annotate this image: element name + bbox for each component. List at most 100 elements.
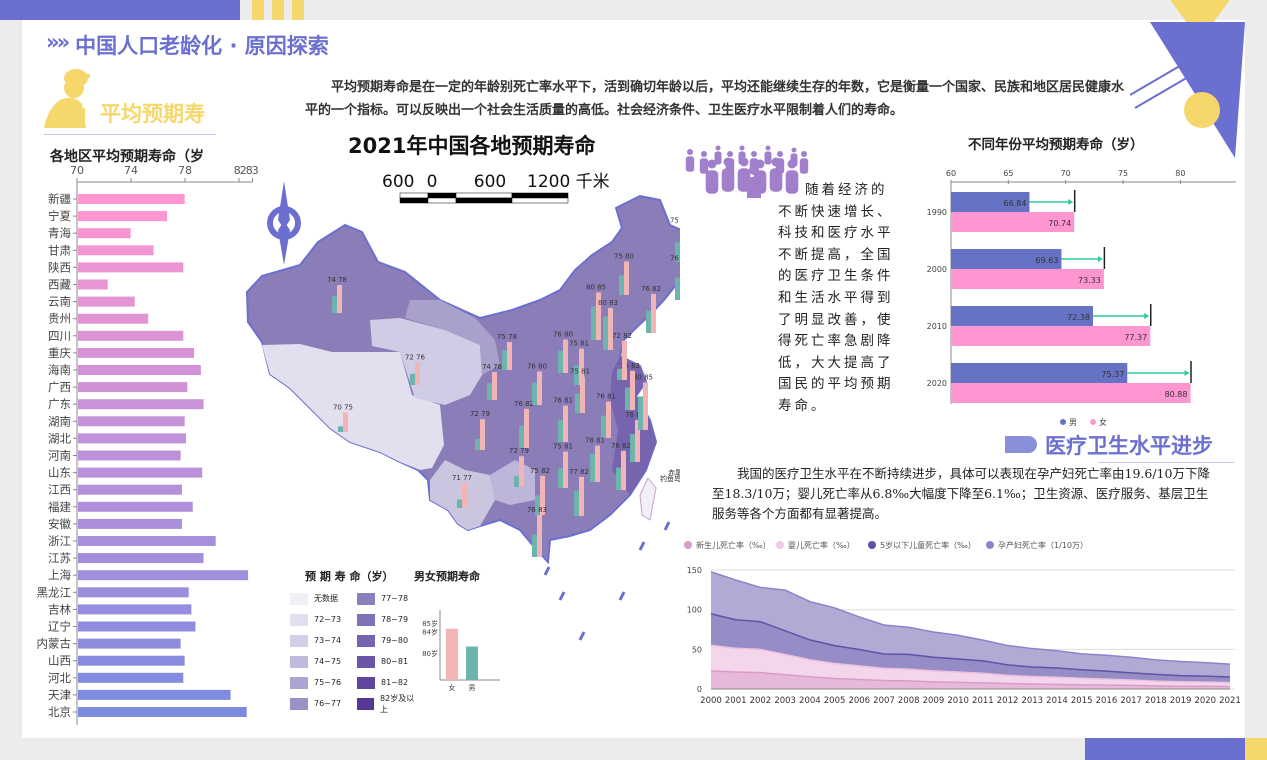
- bar: [78, 518, 182, 529]
- person-icon: [785, 159, 799, 194]
- bar: [78, 228, 131, 239]
- person-icon: [699, 151, 709, 174]
- female-bar: [579, 476, 584, 516]
- x-tick-label: 2006: [848, 696, 870, 706]
- year-chart-title: 不同年份平均预期寿命（岁）: [968, 137, 1144, 153]
- x-tick-label: 2001: [725, 696, 747, 706]
- legend-swatch: [290, 592, 308, 605]
- bar: [78, 382, 188, 393]
- x-tick-label: 2007: [873, 696, 895, 706]
- person-head: [727, 151, 733, 157]
- legend-label: 婴儿死亡率（‰）: [788, 540, 855, 550]
- bar: [78, 570, 249, 581]
- page-title: 中国人口老龄化 · 原因探索: [75, 34, 329, 58]
- category-label: 河北: [48, 671, 71, 685]
- bar-value-label: 76 82: [514, 400, 534, 408]
- deco-yellow-bar: [272, 0, 284, 20]
- category-label: 宁夏: [48, 209, 71, 223]
- category-label: 浙江: [48, 534, 71, 548]
- scale-bar: [455, 197, 513, 204]
- person-icon: [685, 149, 695, 172]
- male-bar: [951, 363, 1128, 383]
- person-head: [687, 149, 693, 155]
- legend-label: 5岁以下儿童死亡率（‰）: [880, 540, 976, 550]
- legend-item: 81~82: [357, 672, 420, 693]
- bar-value-label: 75 82: [530, 467, 550, 475]
- map-title: 2021年中国各地预期寿命: [348, 134, 596, 158]
- female-bar: [519, 456, 524, 487]
- category-label: 2000: [927, 265, 947, 274]
- male-bar: [410, 373, 415, 385]
- scale-label: 0: [427, 172, 438, 192]
- bar-value-label: 71 77: [452, 474, 472, 482]
- x-tick-label: 70: [70, 164, 84, 177]
- region-gansu: [405, 300, 500, 375]
- female-bar: [524, 408, 529, 448]
- person-head: [791, 147, 797, 153]
- legend-label: 80~81: [381, 657, 409, 666]
- category-label: 安徽: [48, 517, 71, 531]
- bar-value-label: 72 76: [405, 354, 426, 362]
- y-tick-label: 84岁: [422, 627, 438, 636]
- x-tick-label: 74: [124, 164, 138, 177]
- series-line: [710, 571, 1231, 665]
- bar: [78, 330, 184, 341]
- bar-value-label: 75 80: [614, 252, 634, 260]
- legend-label: 82岁及以上: [380, 693, 415, 714]
- x-tick-label: 2016: [1096, 696, 1118, 706]
- female-bar: [563, 451, 568, 488]
- person-body: [764, 151, 772, 165]
- bar: [78, 672, 184, 683]
- legend-dot: [986, 541, 994, 549]
- female-bar: [606, 401, 611, 438]
- legend-dot: [1090, 419, 1096, 425]
- bar-value-label: 72.38: [1067, 313, 1090, 322]
- category-label: 山东: [48, 466, 71, 480]
- series-line: [710, 644, 1231, 684]
- person-head: [749, 165, 759, 175]
- male-bar: [558, 468, 563, 488]
- island-label: 赤尾屿: [668, 468, 680, 477]
- category-label: 江苏: [48, 551, 71, 565]
- x-tick-label: 2015: [1071, 696, 1093, 706]
- person-icon: [769, 157, 783, 192]
- x-tick-label: 2019: [1170, 696, 1192, 706]
- male-bar: [519, 425, 524, 448]
- person-body: [699, 158, 709, 174]
- person-head: [715, 145, 721, 151]
- male-bar: [675, 242, 680, 262]
- bar: [78, 638, 181, 649]
- scale-bar: [399, 197, 429, 204]
- female-bar: [951, 212, 1075, 232]
- male-bar: [590, 454, 595, 482]
- person-head: [787, 159, 797, 169]
- bar: [446, 628, 458, 680]
- x-tick-label: 2010: [947, 696, 969, 706]
- bar-value-label: 75 78: [497, 333, 517, 341]
- male-bar: [558, 350, 563, 373]
- legend-swatch: [290, 655, 308, 668]
- boundary-dash: [543, 566, 551, 576]
- person-head: [723, 157, 733, 167]
- x-tick-label: 2013: [1021, 696, 1043, 706]
- person-icon: [714, 145, 722, 165]
- person-body: [685, 156, 695, 172]
- category-label: 吉林: [48, 602, 71, 616]
- legend-label: 81~82: [381, 678, 409, 687]
- male-bar: [475, 438, 480, 450]
- y-tick-label: 85岁: [422, 619, 438, 628]
- region-life-chart: 70 74 78 8283 新疆宁夏青海甘肃陕西西藏云南贵州四川重庆海南广西广东湖南湖北…: [37, 164, 260, 725]
- compass-ring: [267, 206, 301, 240]
- legend-label: 孕产妇死亡率（1/10万）: [998, 540, 1088, 550]
- female-bar: [608, 308, 613, 350]
- legend-item: 74~75: [290, 651, 353, 672]
- scale-bar: [455, 192, 513, 199]
- category-label: 云南: [48, 295, 71, 309]
- scale-bar: [511, 192, 569, 199]
- person-head: [771, 157, 781, 167]
- legend-item: 79~80: [357, 630, 420, 651]
- female-bar: [537, 371, 542, 405]
- bar-value-label: 78 83: [625, 411, 645, 419]
- x-tick-label: 65: [1003, 169, 1013, 178]
